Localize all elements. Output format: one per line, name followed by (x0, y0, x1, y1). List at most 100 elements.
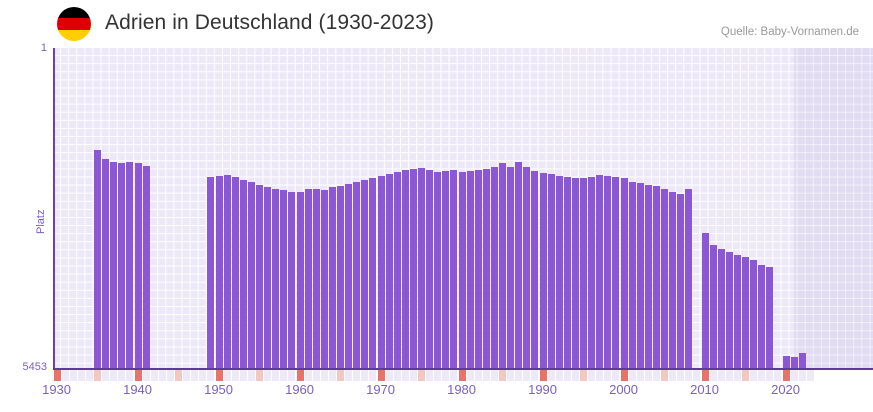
bar (304, 189, 312, 368)
bar (353, 182, 361, 368)
x-tick-marker (158, 370, 166, 381)
x-tick-marker (652, 370, 660, 381)
bar (523, 166, 531, 368)
bar (580, 177, 588, 368)
x-tick-marker (677, 370, 685, 381)
x-tick-marker (531, 370, 539, 381)
x-tick-marker (628, 370, 636, 381)
x-axis-label: 1960 (285, 382, 315, 397)
bar (798, 353, 806, 368)
x-tick-marker (288, 370, 296, 381)
x-tick-marker (296, 370, 304, 381)
bar (571, 177, 579, 368)
x-tick-marker (312, 370, 320, 381)
x-tick-marker (102, 370, 110, 381)
x-tick-marker (742, 370, 750, 381)
x-axis-label: 1930 (42, 382, 72, 397)
y-axis-title: Platz (35, 209, 47, 234)
bar (758, 264, 766, 368)
bar (239, 180, 247, 368)
bar (709, 244, 717, 368)
bar (628, 182, 636, 368)
x-tick-marker (385, 370, 393, 381)
bar (742, 257, 750, 368)
bar (337, 186, 345, 368)
x-tick-marker (264, 370, 272, 381)
bar (393, 171, 401, 368)
x-tick-marker (175, 370, 183, 381)
x-tick-marker (604, 370, 612, 381)
bar (296, 191, 304, 368)
bar (547, 173, 555, 368)
bar (604, 175, 612, 368)
bar (790, 356, 798, 368)
x-axis-label: 1950 (204, 382, 234, 397)
bar (134, 163, 142, 368)
bar (458, 171, 466, 368)
x-axis-label: 1970 (366, 382, 396, 397)
bar (644, 185, 652, 368)
bar (531, 170, 539, 368)
german-flag-icon (57, 7, 91, 41)
x-tick-marker (85, 370, 93, 381)
x-tick-marker (110, 370, 118, 381)
bar (207, 176, 215, 368)
x-tick-marker (191, 370, 199, 381)
x-tick-marker (685, 370, 693, 381)
bar (264, 187, 272, 368)
bar (701, 233, 709, 368)
x-tick-marker (458, 370, 466, 381)
bar (507, 166, 515, 368)
x-tick-marker (806, 370, 814, 381)
x-axis-label: 2010 (690, 382, 720, 397)
x-tick-marker (134, 370, 142, 381)
x-tick-marker (353, 370, 361, 381)
y-axis-line (53, 48, 55, 368)
x-tick-marker (499, 370, 507, 381)
x-tick-marker (377, 370, 385, 381)
x-tick-marker (612, 370, 620, 381)
x-tick-marker (782, 370, 790, 381)
bar (766, 266, 774, 368)
x-tick-marker (555, 370, 563, 381)
bar (320, 190, 328, 368)
x-tick-marker (231, 370, 239, 381)
x-tick-marker (272, 370, 280, 381)
x-tick-marker (320, 370, 328, 381)
bar (288, 191, 296, 368)
x-tick-marker (409, 370, 417, 381)
bar (677, 193, 685, 368)
x-tick-marker (118, 370, 126, 381)
bar (142, 166, 150, 368)
bar (126, 162, 134, 368)
x-tick-marker (69, 370, 77, 381)
x-axis-labels: 1930 1940 1950 1960 1970 1980 1990 2000 2010 2020 (0, 382, 873, 404)
x-tick-marker (150, 370, 158, 381)
x-tick-marker (790, 370, 798, 381)
x-tick-marker (418, 370, 426, 381)
x-tick-marker (304, 370, 312, 381)
x-tick-marker (280, 370, 288, 381)
x-tick-marker (215, 370, 223, 381)
bar (401, 169, 409, 368)
x-tick-marker (661, 370, 669, 381)
x-tick-marker (539, 370, 547, 381)
bar (409, 168, 417, 368)
x-tick-marker (693, 370, 701, 381)
x-tick-marker (733, 370, 741, 381)
bar (247, 182, 255, 368)
x-tick-marker (644, 370, 652, 381)
x-tick-marker (709, 370, 717, 381)
x-tick-marker (61, 370, 69, 381)
bar (725, 252, 733, 368)
x-tick-marker (361, 370, 369, 381)
bar (490, 166, 498, 368)
bar (450, 169, 458, 368)
bar (312, 189, 320, 368)
bar (345, 184, 353, 368)
bar (223, 174, 231, 368)
x-tick-marker (126, 370, 134, 381)
bar (733, 255, 741, 368)
x-tick-marker (77, 370, 85, 381)
